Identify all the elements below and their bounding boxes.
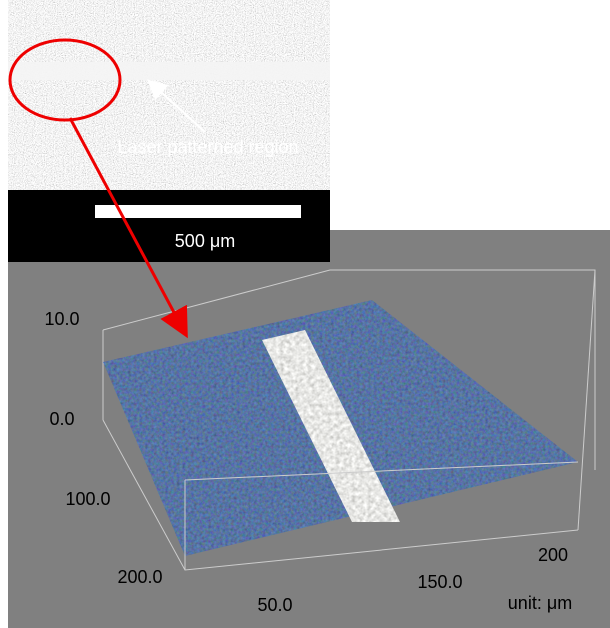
scale-bar-label: 500 μm	[175, 231, 235, 251]
unit-label: unit: μm	[508, 593, 572, 613]
sem-image	[8, 0, 330, 190]
x-axis-label: 150.0	[417, 572, 462, 592]
x-axis-label: 200	[538, 545, 568, 565]
z-axis-label: 0.0	[49, 409, 74, 429]
scale-bar-area	[8, 190, 330, 262]
laser-line	[8, 62, 330, 80]
figure: 500 μm Laser patterned region 10.0 0.0 1…	[0, 0, 610, 628]
z-axis-label: 10.0	[44, 309, 79, 329]
scale-bar	[95, 205, 301, 218]
x-axis-label: 50.0	[257, 595, 292, 615]
page: 500 μm Laser patterned region 10.0 0.0 1…	[0, 0, 610, 628]
annotation: Laser patterned region	[117, 137, 298, 157]
y-axis-label: 100.0	[65, 489, 110, 509]
y-axis-label: 200.0	[117, 567, 162, 587]
